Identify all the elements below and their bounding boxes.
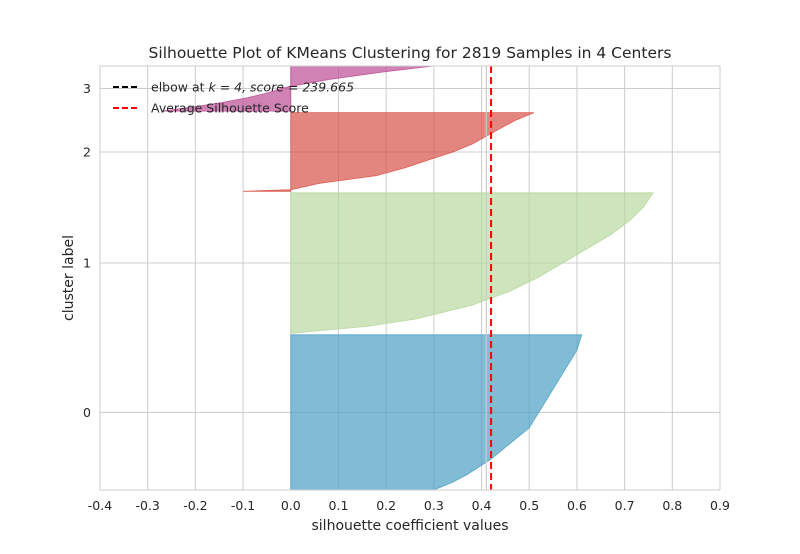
- x-tick-label: 0.8: [662, 498, 682, 513]
- y-axis-label: cluster label: [61, 235, 77, 321]
- cluster-0-area: [290, 334, 583, 491]
- reference-lines: [485, 66, 493, 490]
- x-tick-label: 0.0: [281, 498, 301, 513]
- x-axis-ticks: -0.4 -0.3 -0.2 -0.1 0.0 0.1 0.2 0.3 0.4 0.5 0.6 0.7…: [88, 498, 730, 513]
- cluster-1-area: [290, 192, 654, 334]
- x-tick-label: -0.3: [135, 498, 159, 513]
- y-axis-ticks: 0 1 2 3: [83, 81, 91, 420]
- x-tick-label: 0.7: [615, 498, 635, 513]
- y-tick-label: 3: [83, 81, 91, 96]
- y-tick-label: 1: [83, 256, 91, 271]
- legend: elbow at k = 4, score = 239.665 Average S…: [113, 80, 354, 116]
- x-tick-label: 0.2: [376, 498, 396, 513]
- x-tick-label: -0.4: [88, 498, 112, 513]
- x-tick-label: 0.4: [472, 498, 492, 513]
- x-tick-label: -0.1: [231, 498, 255, 513]
- chart-title: Silhouette Plot of KMeans Clustering for…: [149, 44, 672, 62]
- cluster-areas: [161, 65, 654, 491]
- x-tick-label: 0.3: [424, 498, 444, 513]
- x-axis-label: silhouette coefficient values: [312, 518, 509, 534]
- x-tick-label: 0.1: [329, 498, 349, 513]
- y-tick-label: 0: [83, 405, 91, 420]
- x-tick-label: 0.6: [567, 498, 587, 513]
- cluster-2-area: [243, 112, 535, 192]
- plot-frame: [99, 65, 721, 491]
- legend-label-1: Average Silhouette Score: [151, 101, 309, 116]
- x-tick-label: -0.2: [183, 498, 207, 513]
- x-tick-label: 0.5: [519, 498, 539, 513]
- legend-label-0: elbow at k = 4, score = 239.665: [151, 80, 354, 95]
- x-tick-label: 0.9: [710, 498, 730, 513]
- y-tick-label: 2: [83, 144, 91, 159]
